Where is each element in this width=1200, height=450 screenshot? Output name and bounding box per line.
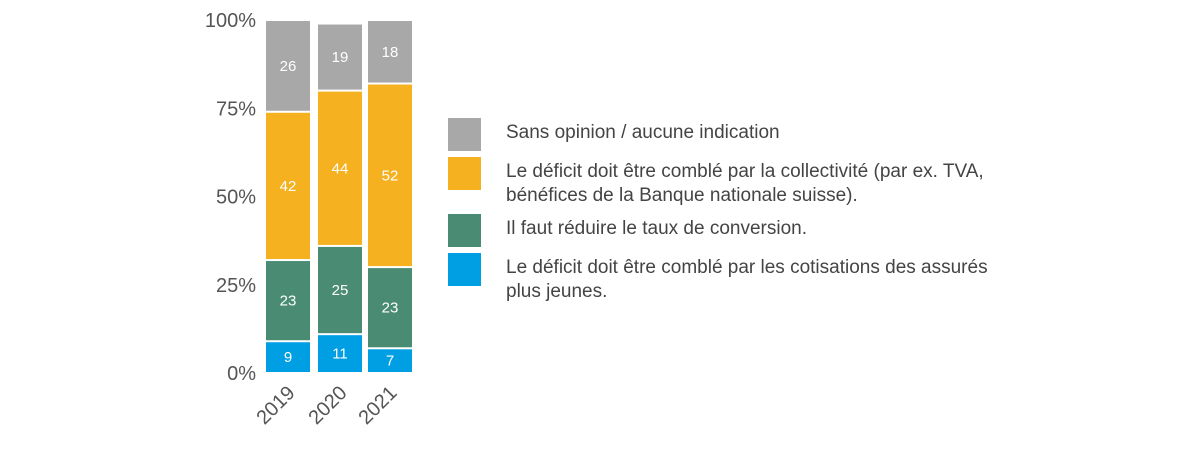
y-tick-label: 0% — [227, 363, 256, 385]
data-label: 9 — [284, 349, 292, 366]
x-tick-label: 2019 — [253, 382, 300, 429]
data-label: 25 — [332, 282, 349, 299]
legend-label-younger-contributions: Le déficit doit être comblé par les coti… — [506, 257, 988, 302]
legend: Sans opinion / aucune indication Le défi… — [448, 118, 1048, 310]
y-tick-label: 25% — [216, 275, 256, 297]
data-label: 42 — [280, 178, 297, 195]
bar-segment — [318, 246, 362, 334]
legend-swatch-conversion-rate — [448, 214, 481, 247]
legend-item-collectivity: Le déficit doit être comblé par la colle… — [448, 157, 1048, 208]
legend-swatch-collectivity — [448, 157, 481, 190]
data-label: 23 — [280, 293, 297, 310]
bar-segment — [368, 349, 412, 372]
y-tick-label: 75% — [216, 98, 256, 120]
bar-segment — [266, 261, 310, 341]
data-label: 7 — [386, 353, 394, 370]
bar-segment — [318, 91, 362, 245]
bar-segment — [266, 21, 310, 111]
bar-segment — [368, 268, 412, 348]
legend-item-conversion-rate: Il faut réduire le taux de conversion. — [448, 214, 1048, 247]
bar-segment — [266, 342, 310, 372]
y-tick-label: 50% — [216, 187, 256, 209]
bar-segment — [368, 84, 412, 267]
legend-label-no-opinion: Sans opinion / aucune indication — [506, 122, 780, 143]
data-label: 52 — [382, 167, 399, 184]
data-label: 19 — [332, 49, 349, 66]
bar-segment — [266, 112, 310, 260]
legend-swatch-younger-contributions — [448, 253, 481, 286]
legend-item-younger-contributions: Le déficit doit être comblé par les coti… — [448, 253, 1048, 304]
data-label: 11 — [332, 346, 348, 363]
bar-segment — [368, 21, 412, 83]
data-label: 23 — [382, 300, 399, 317]
legend-item-no-opinion: Sans opinion / aucune indication — [448, 118, 1048, 151]
data-label: 44 — [332, 160, 349, 177]
legend-swatch-no-opinion — [448, 118, 481, 151]
bar-segment — [318, 24, 362, 90]
x-tick-label: 2021 — [355, 382, 402, 429]
bar-segment — [318, 335, 362, 372]
data-label: 18 — [382, 44, 399, 61]
y-tick-label: 100% — [205, 10, 256, 32]
data-label: 26 — [280, 58, 297, 75]
x-tick-label: 2020 — [305, 382, 352, 429]
legend-label-collectivity: Le déficit doit être comblé par la colle… — [506, 161, 984, 206]
legend-label-conversion-rate: Il faut réduire le taux de conversion. — [506, 218, 808, 239]
